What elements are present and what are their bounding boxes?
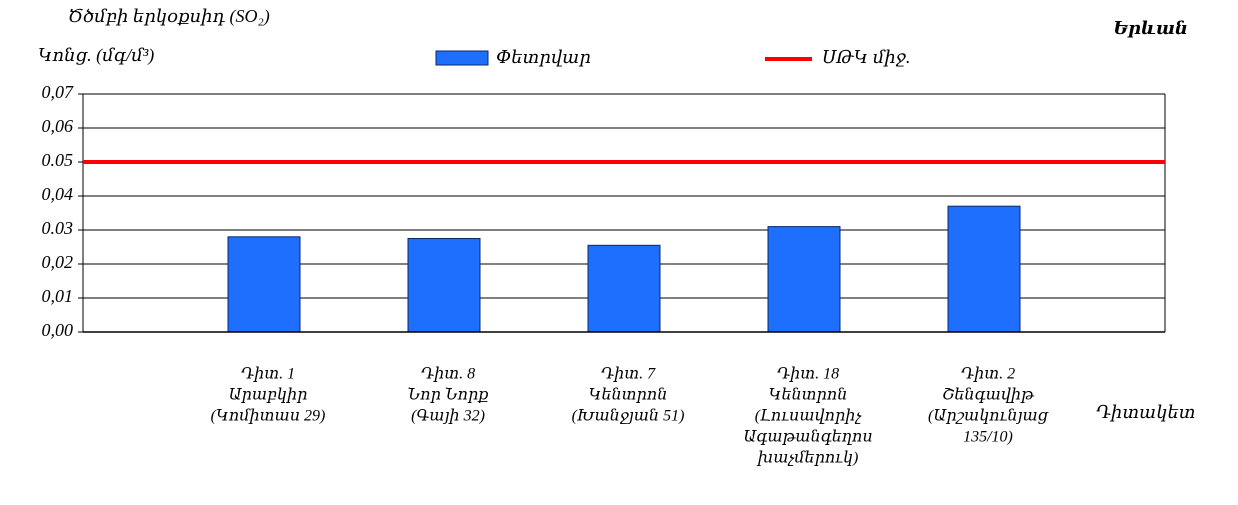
x-tick-label: Նոր Նորք <box>408 387 489 404</box>
x-tick-label: Կենտրոն <box>769 387 848 404</box>
x-tick-label: (Կոմիտաս 29) <box>211 408 326 425</box>
x-tick-label: Դիտ. 18 <box>777 366 839 383</box>
bar <box>587 244 661 333</box>
x-tick-label: Արաբկիր <box>229 387 308 404</box>
bar <box>407 238 481 333</box>
y-tick-label: 0,01 <box>42 286 74 306</box>
x-tick-label: Շենգավիթ <box>942 387 1035 404</box>
bar <box>947 205 1021 333</box>
x-tick-label: Դիտ. 1 <box>241 366 295 383</box>
y-tick-label: 0,02 <box>42 252 74 272</box>
x-tick-label: (Լուսավորիչ <box>755 408 863 425</box>
x-tick-label: Դիտ. 8 <box>421 366 475 383</box>
x-tick-label: (Արշակունյաց <box>928 408 1049 425</box>
city-label: Երևան <box>1113 18 1188 38</box>
x-tick-label: Դիտ. 2 <box>961 366 1015 383</box>
legend-label: Փետրվար <box>496 47 591 67</box>
legend-label: ՍԹԿ միջ. <box>822 47 910 67</box>
x-axis-label: Դիտակետ <box>1096 402 1195 422</box>
x-tick-label: Ագաթանգեղոս <box>743 429 872 446</box>
y-axis-label: Կոնց. (մգ/մ³) <box>38 45 154 66</box>
y-tick-label: 0,00 <box>42 320 74 340</box>
y-tick-label: 0.05 <box>42 150 74 170</box>
x-tick-label: (Գայի 32) <box>411 408 485 425</box>
y-tick-label: 0.03 <box>42 218 74 238</box>
x-tick-label: 135/10) <box>963 429 1013 446</box>
x-tick-label: (Խանջյան 51) <box>572 408 685 425</box>
y-tick-label: 0,04 <box>42 184 74 204</box>
bar <box>227 236 301 333</box>
y-tick-label: 0,06 <box>42 116 74 136</box>
x-tick-label: խաչմերուկ) <box>757 450 859 467</box>
legend-swatch <box>435 50 489 66</box>
x-tick-label: Կենտրոն <box>589 387 668 404</box>
bar <box>767 226 841 333</box>
x-tick-label: Դիտ. 7 <box>601 366 656 383</box>
y-tick-label: 0,07 <box>42 82 75 102</box>
chart-title: Ծծմբի երկօքսիդ (SO₂) <box>68 6 270 27</box>
